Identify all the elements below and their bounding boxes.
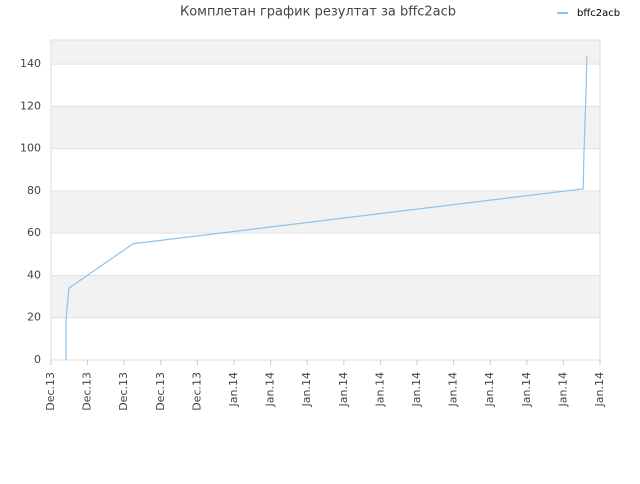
y-tick-label: 60 (27, 226, 41, 239)
x-tick-label: Jan.14 (483, 372, 496, 407)
grid-band (51, 275, 600, 318)
x-tick-label: Dec.13 (81, 372, 94, 411)
y-tick-label: 20 (27, 311, 41, 324)
x-tick-label: Dec.13 (154, 372, 167, 411)
plot-border (50, 39, 601, 361)
y-tick-label: 40 (27, 268, 41, 281)
y-tick-label: 80 (27, 184, 41, 197)
grid-band (51, 106, 600, 149)
data-line (65, 55, 588, 360)
x-tick-label: Jan.14 (227, 372, 240, 407)
y-tick-label: 140 (20, 57, 41, 70)
y-tick-label: 120 (20, 99, 41, 112)
x-tick-label: Jan.14 (300, 372, 313, 407)
grid-band (51, 64, 600, 107)
x-tick-label: Jan.14 (337, 372, 350, 407)
x-tick-label: Dec.13 (44, 372, 57, 411)
grid-band (51, 148, 600, 191)
x-tick-label: Jan.14 (593, 372, 606, 407)
x-tick-label: Jan.14 (264, 372, 277, 407)
chart-title: Комплетан график резултат за bffc2acb (180, 5, 456, 20)
x-tick-label: Jan.14 (447, 372, 460, 407)
x-tick-label: Dec.13 (190, 372, 203, 411)
y-tick-label: 0 (34, 353, 41, 366)
x-tick-label: Jan.14 (520, 372, 533, 407)
legend-label: bffc2acb (577, 8, 620, 19)
x-tick-label: Dec.13 (117, 372, 130, 411)
grid-band (51, 233, 600, 276)
x-tick-label: Jan.14 (373, 372, 386, 407)
grid-band (51, 317, 600, 360)
y-tick-label: 100 (20, 142, 41, 155)
x-tick-label: Jan.14 (410, 372, 423, 407)
grid-band (51, 40, 600, 65)
x-tick-label: Jan.14 (556, 372, 569, 407)
